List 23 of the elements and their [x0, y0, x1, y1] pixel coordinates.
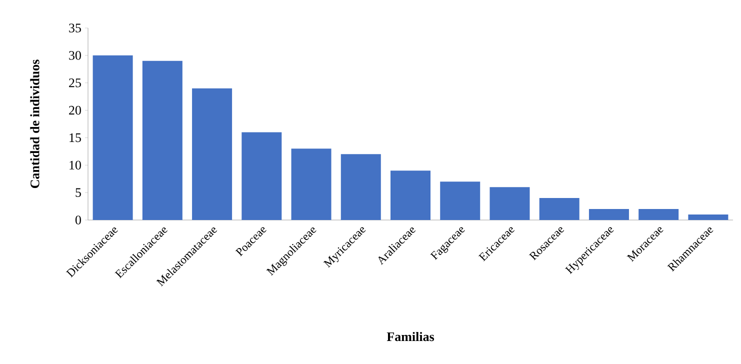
y-tick-label: 0 — [75, 216, 81, 224]
bar — [291, 148, 332, 220]
y-tick-label: 25 — [69, 78, 81, 88]
bar — [192, 88, 232, 220]
bar — [340, 154, 381, 220]
bar — [242, 132, 282, 220]
bar — [142, 60, 182, 220]
bar — [92, 55, 133, 220]
bar — [588, 209, 629, 220]
y-axis-title: Cantidad de individuos — [30, 60, 40, 188]
y-tick-label: 20 — [69, 106, 81, 115]
bar — [539, 198, 580, 220]
bar — [490, 187, 530, 220]
y-tick-label: 5 — [76, 188, 81, 197]
y-tick-label: 10 — [70, 160, 81, 170]
y-tick-label: 15 — [70, 133, 81, 142]
bar — [390, 170, 431, 220]
bar — [440, 182, 480, 220]
y-tick-label: 35 — [69, 24, 81, 32]
bar — [688, 214, 728, 220]
x-axis-title: Familias — [386, 332, 434, 342]
bar — [638, 209, 679, 220]
y-tick-label: 30 — [69, 51, 81, 60]
